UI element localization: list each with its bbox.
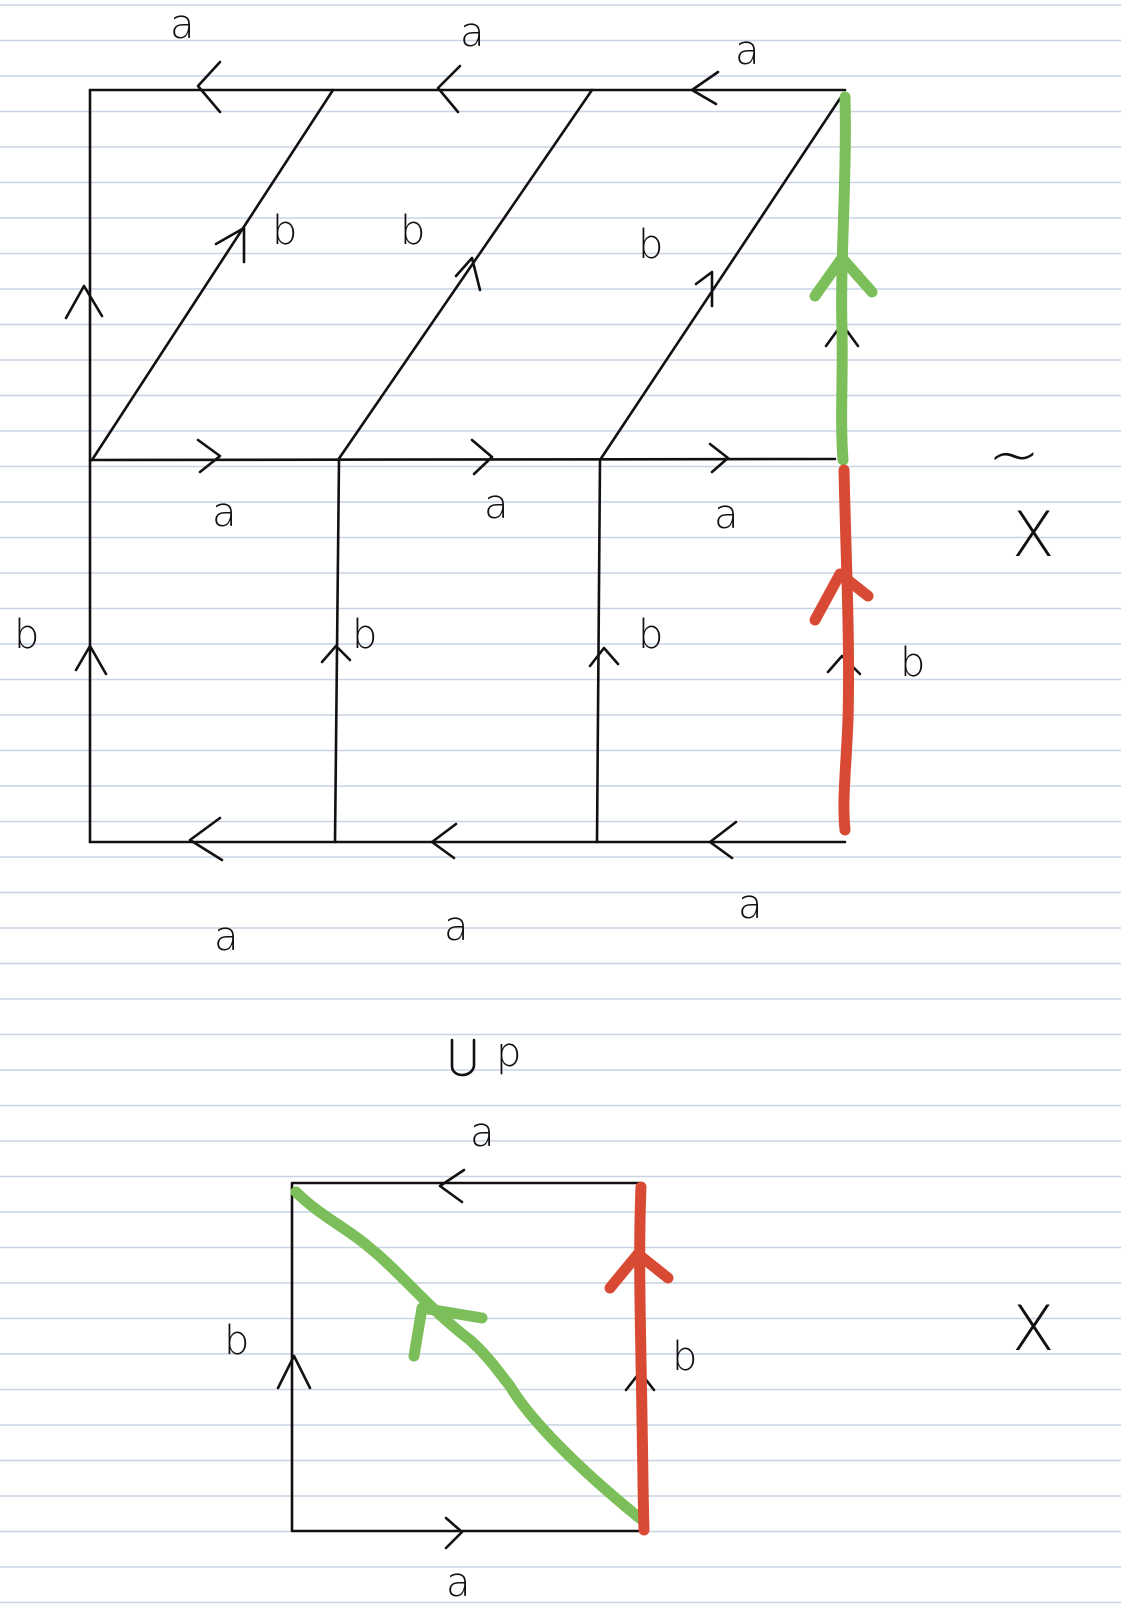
arrow-base-top [438,1168,466,1204]
cover-space-figure: a a a b b b a a a b b b b a a a ~ X [14,2,1054,960]
label-projection-p: p [496,1030,521,1076]
label-a-mid-1: a [212,490,237,536]
label-b-vertical-1: b [352,612,377,658]
arrow-base-bottom [444,1516,464,1550]
arrow-right-lower [826,654,862,676]
arrow-slant-1 [214,226,246,264]
arrow-left-lower [74,644,108,676]
arrow-bottom-2 [430,822,458,860]
label-cover-space: X [1012,498,1054,571]
arrow-left-upper [64,284,104,320]
ruled-lines [0,4,1121,1604]
down-arrow-icon [450,1038,476,1077]
arrow-base-left [276,1354,312,1390]
label-a-top-1: a [170,2,195,48]
red-lifted-path [838,464,855,836]
green-loop-path [290,1186,648,1526]
green-loop-arrowhead [408,1302,488,1362]
arrow-top-1 [196,60,222,114]
label-b-right: b [900,640,925,686]
label-b-slant-3: b [638,222,663,268]
red-lifted-arrowhead [809,568,874,626]
projection-map: p [450,1030,521,1077]
label-a-bottom-3: a [738,882,763,928]
arrow-vertical-2 [588,646,620,668]
label-base-space: X [1012,1292,1054,1365]
arrow-slant-2 [454,256,482,292]
label-a-bottom-2: a [444,904,469,950]
arrow-mid-3 [708,442,730,474]
label-a-top-2: a [460,10,485,56]
cover-slant-edge-2 [336,88,594,462]
label-b-slant-2: b [400,208,425,254]
cover-vertical-edge-2 [595,458,602,844]
label-base-b-right: b [672,1334,697,1380]
base-space-figure: a b b a X [224,1110,1054,1606]
label-a-bottom-1: a [214,914,239,960]
label-cover-tilde: ~ [988,418,1040,491]
arrow-bottom-1 [188,816,224,862]
arrow-top-2 [436,64,462,114]
arrow-bottom-3 [708,820,738,860]
arrow-slant-3 [694,270,714,308]
cover-slant-edge-3 [598,92,845,462]
label-a-top-3: a [735,28,760,74]
arrow-top-3 [690,70,720,106]
green-lifted-arrowhead [809,252,878,302]
label-base-a-bottom: a [446,1560,471,1606]
label-b-left: b [14,612,39,658]
label-a-mid-3: a [714,492,739,538]
red-loop-path [634,1181,650,1536]
label-b-vertical-2: b [638,612,663,658]
green-lifted-path [836,91,851,466]
arrow-mid-2 [470,438,494,476]
label-a-mid-2: a [484,482,509,528]
cover-vertical-edge-1 [333,458,341,844]
label-b-slant-1: b [272,208,297,254]
arrow-vertical-1 [320,644,352,664]
cover-slant-edge-1 [90,88,335,462]
red-loop-arrowhead [604,1248,674,1294]
label-base-a-top: a [470,1110,495,1156]
label-base-b-left: b [224,1318,249,1364]
cover-middle-edge [88,457,837,462]
arrow-mid-1 [196,438,222,474]
